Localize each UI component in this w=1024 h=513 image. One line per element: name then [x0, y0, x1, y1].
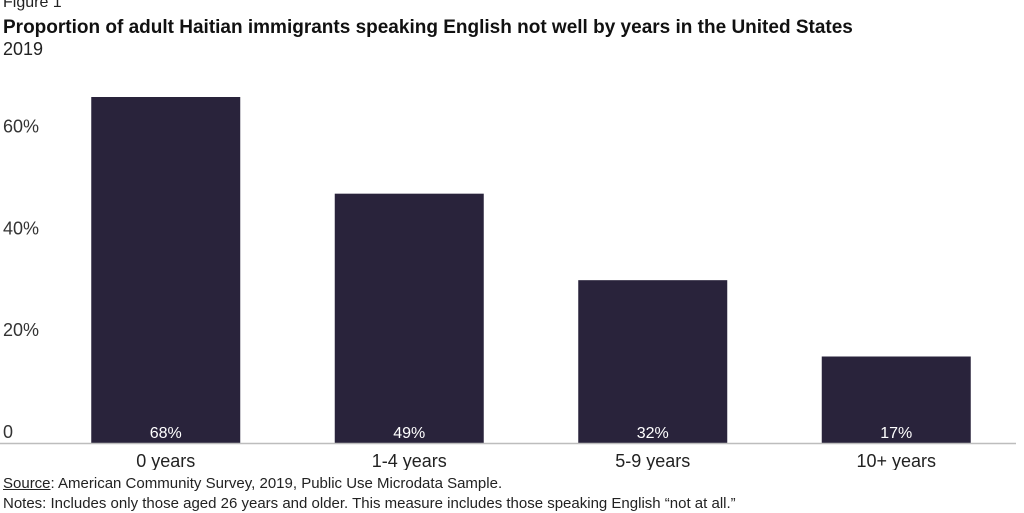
bar	[334, 193, 484, 443]
data-label: 49%	[393, 425, 425, 442]
chart-title: Proportion of adult Haitian immigrants s…	[3, 17, 853, 38]
bar	[578, 280, 728, 443]
data-label: 68%	[150, 425, 182, 442]
data-label: 17%	[880, 425, 912, 442]
source-label: Source	[3, 475, 51, 492]
y-tick-label: 40%	[3, 218, 39, 238]
bar	[91, 97, 241, 443]
x-tick-label: 1-4 years	[372, 451, 447, 470]
figure-label: Figure 1	[3, 0, 62, 11]
x-tick-label: 10+ years	[856, 451, 936, 470]
notes-text: Notes: Includes only those aged 26 years…	[3, 495, 736, 512]
x-tick-label: 0 years	[136, 451, 195, 470]
y-tick-label: 0	[3, 422, 13, 442]
source-note: Source: American Community Survey, 2019,…	[3, 475, 502, 493]
y-tick-label: 60%	[3, 117, 39, 137]
bar-chart: 0 20% 40% 60% 68% 0 years 49% 1-4 years 32% 5-9 y…	[0, 97, 1016, 470]
chart-subtitle: 2019	[3, 39, 44, 59]
bar	[821, 356, 971, 443]
data-label: 32%	[637, 425, 669, 442]
x-tick-label: 5-9 years	[615, 451, 690, 470]
y-tick-label: 20%	[3, 320, 39, 340]
source-text: : American Community Survey, 2019, Publi…	[50, 475, 503, 492]
